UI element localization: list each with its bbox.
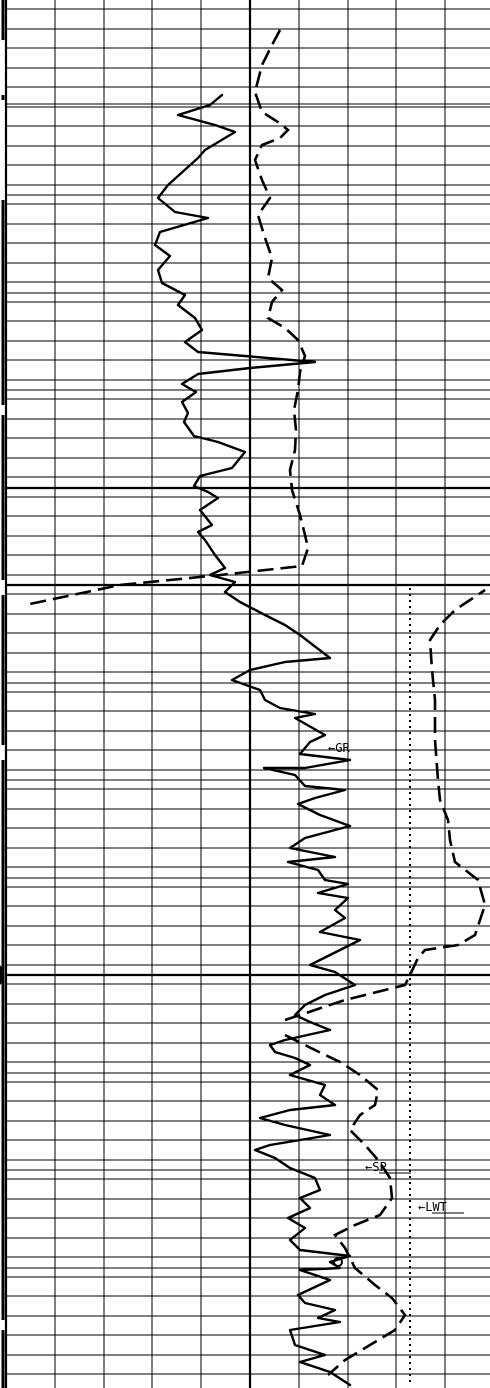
depth-edge-marks <box>0 0 5 1388</box>
sp-curve-label: ←SP <box>365 1160 387 1174</box>
sp-curve <box>24 29 310 607</box>
curve-annotations: ←GR ←SP ←LWT <box>328 741 447 1214</box>
curve-crossover-marker <box>333 1257 343 1267</box>
gr-curve-label: ←GR <box>328 741 350 755</box>
gr-curve <box>153 93 362 1387</box>
sp-curve <box>284 588 487 1022</box>
sp-curve <box>284 1033 407 1376</box>
lwt-curve-label: ←LWT <box>418 1200 447 1214</box>
log-grid <box>4 0 490 1388</box>
depth-marker-tab <box>0 965 5 985</box>
log-curves <box>24 29 487 1387</box>
